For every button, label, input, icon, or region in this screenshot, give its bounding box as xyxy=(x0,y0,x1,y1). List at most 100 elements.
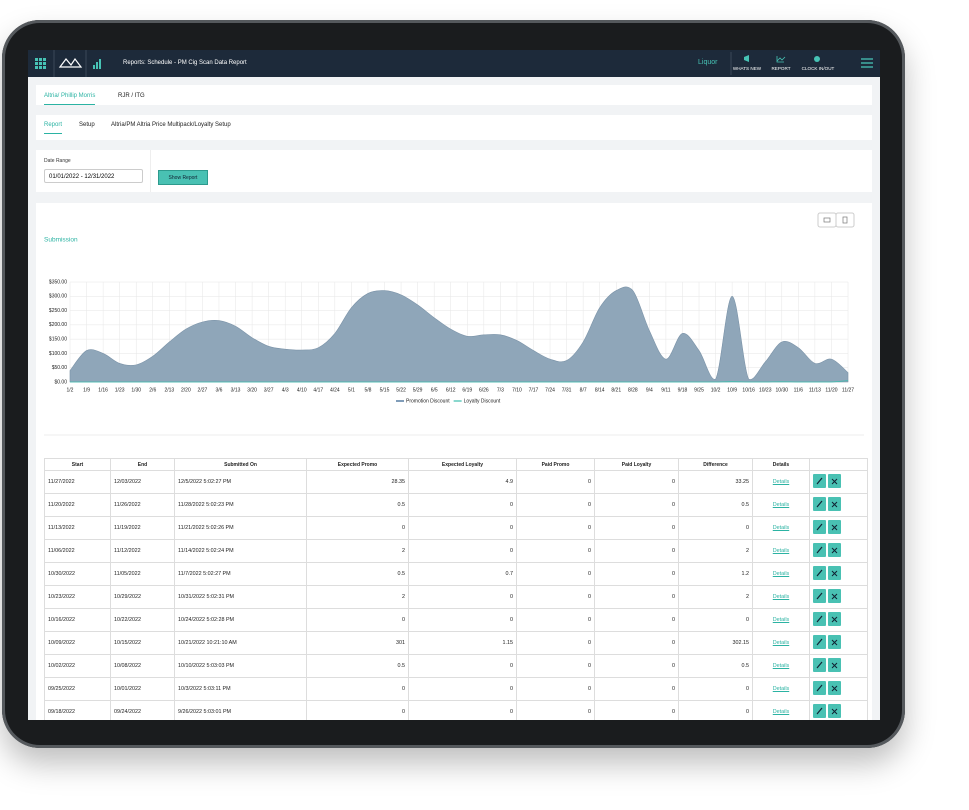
cell: 0.5 xyxy=(306,493,409,517)
cell: 0 xyxy=(594,631,679,655)
cell: 10/10/2022 5:03:03 PM xyxy=(174,654,307,678)
details-link[interactable]: Details xyxy=(772,502,790,508)
column-header[interactable]: Submitted On xyxy=(174,458,307,471)
x-tick-label: 8/14 xyxy=(595,387,605,393)
y-tick-label: $50.00 xyxy=(52,365,68,371)
column-header[interactable]: Start xyxy=(44,458,111,471)
column-header[interactable]: End xyxy=(110,458,175,471)
row-actions xyxy=(813,543,841,557)
store-name[interactable]: Liquor xyxy=(698,59,718,66)
details-link[interactable]: Details xyxy=(772,617,790,623)
subtab[interactable]: Report xyxy=(44,122,63,134)
tab[interactable]: Altria/ Phillip Morris xyxy=(44,93,96,105)
cell: 0 xyxy=(516,562,595,586)
details-link[interactable]: Details xyxy=(772,663,790,669)
column-header[interactable]: Difference xyxy=(678,458,753,471)
date-range-value: 01/01/2022 - 12/31/2022 xyxy=(49,174,115,180)
actions-cell xyxy=(809,516,868,540)
y-tick-label: $100.00 xyxy=(49,351,67,357)
cell: 0 xyxy=(516,493,595,517)
cell: 11/26/2022 xyxy=(110,493,175,517)
details-link[interactable]: Details xyxy=(772,548,790,554)
details-link[interactable]: Details xyxy=(772,709,790,715)
print-button[interactable] xyxy=(817,212,837,228)
x-tick-label: 11/6 xyxy=(794,387,804,393)
menu-clock[interactable]: CLOCK IN/OUT xyxy=(801,66,835,71)
cell: Details xyxy=(752,654,810,678)
row-actions xyxy=(813,612,841,626)
export-button[interactable] xyxy=(835,212,855,228)
subtab[interactable]: Setup xyxy=(79,122,95,128)
cell: Details xyxy=(752,631,810,655)
edit-icon xyxy=(816,638,823,646)
cell: 0.7 xyxy=(408,562,517,586)
details-link[interactable]: Details xyxy=(772,479,790,485)
x-tick-label: 6/5 xyxy=(431,387,438,393)
cell: 301 xyxy=(306,631,409,655)
delete-icon xyxy=(831,662,838,669)
edit-icon xyxy=(816,592,823,600)
row-actions xyxy=(813,474,841,488)
filter-label: Date Range xyxy=(44,158,71,164)
cell: 0 xyxy=(516,470,595,494)
show-report-button[interactable]: Show Report xyxy=(158,170,208,185)
column-header[interactable]: Expected Loyalty xyxy=(408,458,517,471)
edit-icon xyxy=(816,707,823,715)
row-actions xyxy=(813,704,841,718)
column-header[interactable]: Paid Promo xyxy=(516,458,595,471)
row-actions xyxy=(813,589,841,603)
column-header[interactable]: Details xyxy=(752,458,810,471)
x-tick-label: 4/3 xyxy=(282,387,289,393)
subtab[interactable]: Altria/PM Altria Price Multipack/Loyalty… xyxy=(111,122,231,128)
menu-report[interactable]: REPORT xyxy=(771,66,791,71)
cell: 09/25/2022 xyxy=(44,677,111,701)
cell: Details xyxy=(752,585,810,609)
cell: 09/24/2022 xyxy=(110,700,175,720)
cell: 0 xyxy=(408,516,517,540)
tab[interactable]: RJR / ITG xyxy=(118,93,145,99)
date-range[interactable]: 01/01/2022 - 12/31/2022 xyxy=(44,169,143,183)
chart-title: Submission xyxy=(44,237,78,244)
nav-icons xyxy=(35,50,101,77)
cell: 302.15 xyxy=(678,631,753,655)
cell: 0 xyxy=(594,562,679,586)
x-tick-label: 10/9 xyxy=(727,387,737,393)
column-header[interactable]: Expected Promo xyxy=(306,458,409,471)
edit-icon xyxy=(816,523,823,531)
column-header[interactable]: Paid Loyalty xyxy=(594,458,679,471)
print-icon xyxy=(823,217,831,223)
cell: 0 xyxy=(594,654,679,678)
cell: 11/21/2022 5:02:26 PM xyxy=(174,516,307,540)
y-tick-label: $200.00 xyxy=(49,322,67,328)
y-tick-label: $300.00 xyxy=(49,294,67,300)
delete-icon xyxy=(831,501,838,508)
navbar: Reports: Schedule - PM Cig Scan Data Rep… xyxy=(28,50,880,77)
x-tick-label: 1/9 xyxy=(83,387,90,393)
edit-icon xyxy=(816,477,823,485)
cell: 11/12/2022 xyxy=(110,539,175,563)
cell: 12/03/2022 xyxy=(110,470,175,494)
row: 11/06/2022 11/12/2022 11/14/2022 5:02:24 P… xyxy=(44,539,868,563)
actions-cell xyxy=(809,700,868,720)
export-icon xyxy=(842,216,848,224)
x-tick-label: 2/13 xyxy=(164,387,174,393)
details-link[interactable]: Details xyxy=(772,525,790,531)
cell: 0 xyxy=(306,677,409,701)
menu-whats-new[interactable]: WHATS NEW xyxy=(732,66,762,71)
cell: 0 xyxy=(408,493,517,517)
details-link[interactable]: Details xyxy=(772,686,790,692)
legend-label: Loyalty Discount xyxy=(464,398,501,404)
details-link[interactable]: Details xyxy=(772,640,790,646)
line xyxy=(70,380,849,383)
details-link[interactable]: Details xyxy=(772,571,790,577)
actions-cell xyxy=(809,470,868,494)
cell: 0 xyxy=(594,585,679,609)
cell: 11/20/2022 xyxy=(44,493,111,517)
cell: 0 xyxy=(516,585,595,609)
cell: Details xyxy=(752,470,810,494)
x-tick-label: 6/26 xyxy=(479,387,489,393)
delete-icon xyxy=(831,547,838,554)
details-link[interactable]: Details xyxy=(772,594,790,600)
cell: 0 xyxy=(408,677,517,701)
